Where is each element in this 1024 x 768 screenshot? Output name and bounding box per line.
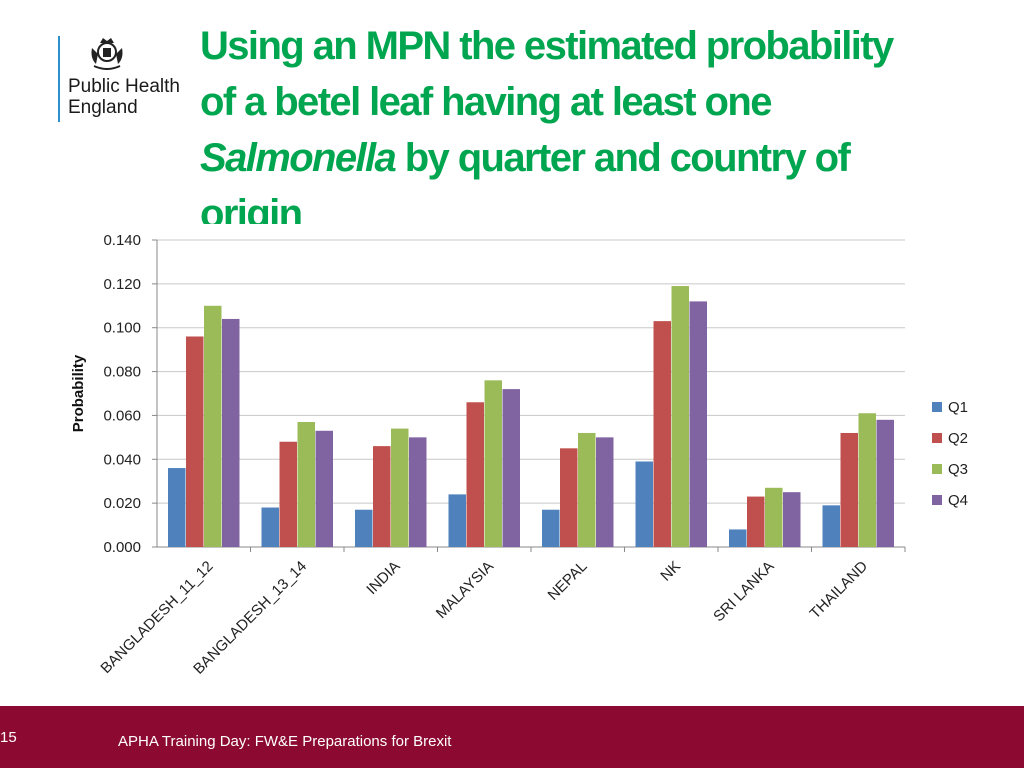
bar-q3 <box>204 305 222 547</box>
bar-q3 <box>391 428 409 547</box>
legend-swatch-q3 <box>932 464 942 474</box>
bar-q4 <box>222 318 240 547</box>
legend-swatch-q4 <box>932 495 942 505</box>
bar-q3 <box>297 422 315 547</box>
bar-q1 <box>355 509 373 547</box>
title-line-3-rest: by quarter and country of <box>395 136 851 180</box>
y-tick-label: 0.080 <box>103 364 141 381</box>
x-tick-label: MALAYSIA <box>433 558 497 622</box>
slide-title: Using an MPN the estimated probability o… <box>200 18 1000 224</box>
bar-q1 <box>729 529 747 547</box>
bar-q4 <box>596 437 614 547</box>
organisation-name: Public Health England <box>68 76 180 118</box>
y-tick-label: 0.100 <box>103 320 141 337</box>
bar-q1 <box>168 468 186 547</box>
bar-q2 <box>653 321 671 547</box>
title-line-2: of a betel leaf having at least one <box>200 80 772 124</box>
footer-text: APHA Training Day: FW&E Preparations for… <box>118 733 452 750</box>
bar-q2 <box>186 336 204 547</box>
bar-q3 <box>484 380 502 547</box>
bar-q2 <box>279 441 297 547</box>
legend-swatch-q1 <box>932 402 942 412</box>
title-line-4: origin <box>200 192 303 224</box>
bar-q3 <box>578 432 596 547</box>
bar-q1 <box>448 494 466 547</box>
bar-q2 <box>466 402 484 547</box>
logo-divider-bar <box>58 36 60 122</box>
y-tick-label: 0.120 <box>103 276 141 293</box>
bar-q2 <box>373 446 391 547</box>
legend-swatch-q2 <box>932 433 942 443</box>
bar-q1 <box>542 509 560 547</box>
bar-q4 <box>315 430 333 547</box>
bar-q4 <box>783 492 801 547</box>
y-tick-label: 0.060 <box>103 407 141 424</box>
y-tick-label: 0.140 <box>103 232 141 249</box>
bar-q1 <box>822 505 840 547</box>
bar-q4 <box>409 437 427 547</box>
bar-q3 <box>858 413 876 547</box>
title-salmonella: Salmonella <box>200 136 397 180</box>
bar-q1 <box>261 507 279 547</box>
bar-chart: 0.000 0.020 0.040 0.060 0.080 0.100 0.120 0.140… <box>70 232 968 678</box>
x-tick-label: NK <box>657 558 684 585</box>
royal-crest-icon <box>91 38 123 70</box>
bar-q1 <box>635 461 653 547</box>
x-tick-label: THAILAND <box>807 558 872 623</box>
x-tick-label: SRI LANKA <box>710 558 777 625</box>
bar-q3 <box>765 487 783 547</box>
bar-q2 <box>747 496 765 547</box>
x-tick-label: INDIA <box>363 558 403 598</box>
title-line-1: Using an MPN the estimated probability <box>200 24 894 68</box>
legend-label-q1: Q1 <box>948 399 968 416</box>
legend-label-q2: Q2 <box>948 430 968 447</box>
bar-q4 <box>689 301 707 547</box>
legend-label-q4: Q4 <box>948 492 968 509</box>
phe-logo: Public Health England <box>58 36 208 122</box>
bar-q2 <box>560 448 578 547</box>
bar-q2 <box>840 432 858 547</box>
x-tick-label: NEPAL <box>545 558 591 604</box>
page-number: 15 <box>0 729 17 746</box>
footer-bar: 15 APHA Training Day: FW&E Preparations … <box>0 706 1024 768</box>
y-tick-label: 0.020 <box>103 495 141 512</box>
title-line-3: Salmonella by quarter and country of <box>200 130 1000 186</box>
y-tick-label: 0.040 <box>103 451 141 468</box>
bar-q3 <box>671 286 689 547</box>
y-axis-label: Probability <box>70 354 87 432</box>
bar-q4 <box>876 419 894 547</box>
legend-label-q3: Q3 <box>948 461 968 478</box>
bar-q4 <box>502 389 520 547</box>
y-tick-label: 0.000 <box>103 539 141 556</box>
